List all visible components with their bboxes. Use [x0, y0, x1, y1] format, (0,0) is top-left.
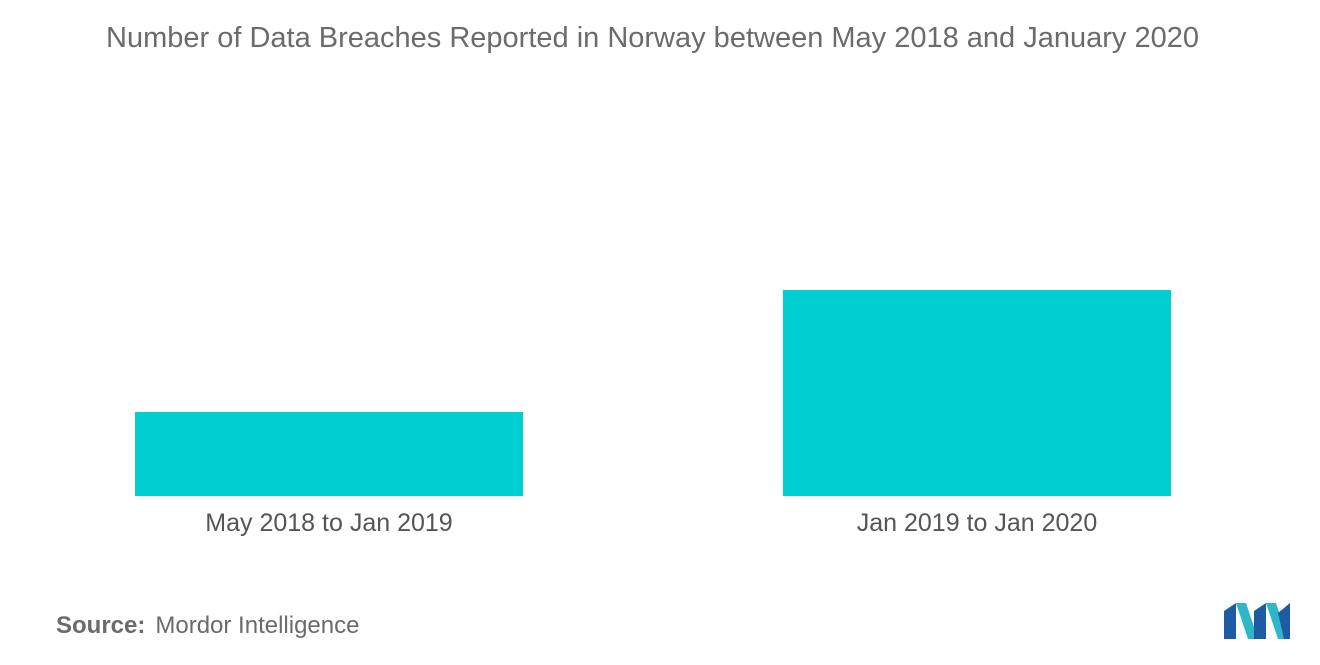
bar-2	[783, 290, 1171, 496]
mordor-intelligence-logo-icon	[1224, 603, 1290, 639]
bar-1	[135, 411, 523, 496]
x-tick-label-2: Jan 2019 to Jan 2020	[857, 509, 1097, 537]
source-line: Source: Mordor Intelligence	[56, 612, 359, 640]
x-tick-label-1: May 2018 to Jan 2019	[205, 509, 452, 537]
source-label: Source:	[56, 612, 146, 639]
chart-title: Number of Data Breaches Reported in Norw…	[106, 22, 1199, 54]
bar-chart: May 2018 to Jan 2019 Jan 2019 to Jan 2020	[135, 290, 1171, 537]
bars-group	[135, 290, 1171, 496]
source-text: Mordor Intelligence	[155, 612, 360, 639]
x-tick-labels-group: May 2018 to Jan 2019 Jan 2019 to Jan 2020	[205, 509, 1097, 537]
